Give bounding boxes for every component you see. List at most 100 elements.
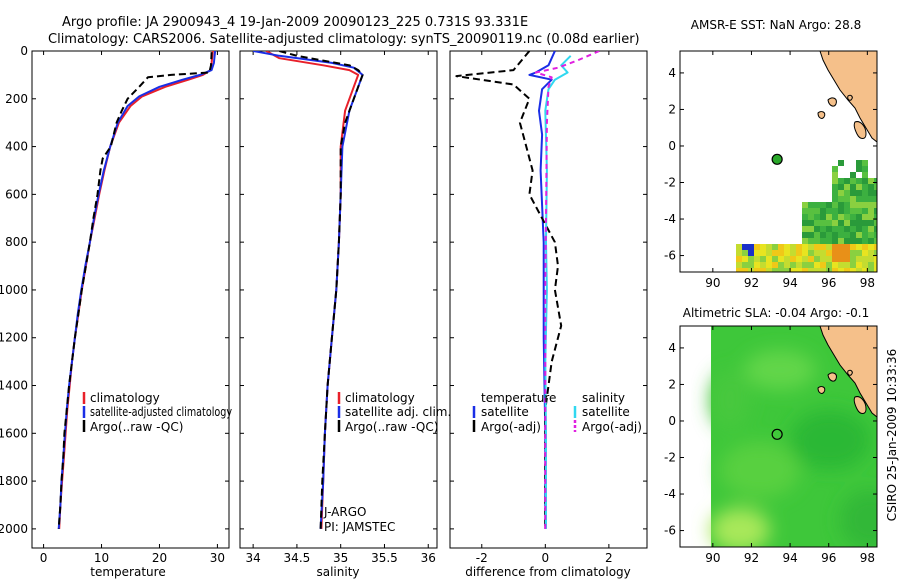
sst-cell	[760, 268, 766, 272]
sst-cell	[826, 256, 832, 262]
sst-cell	[868, 196, 874, 202]
sst-cell	[874, 250, 877, 256]
sst-cell	[862, 214, 868, 220]
sst-cell	[832, 244, 838, 250]
sst-cell	[874, 190, 877, 196]
difference-legend: temperature satellite Argo(-adj) salinit…	[472, 391, 642, 434]
land-island-4	[847, 94, 853, 101]
map-y-tick-label: 4	[668, 341, 676, 355]
series-line-argo-adj-temperature	[455, 51, 563, 529]
sst-cell	[796, 256, 802, 262]
map-x-tick-label: 92	[744, 551, 759, 565]
sst-cell	[784, 268, 790, 272]
x-tick-label: 0	[542, 551, 550, 565]
sst-cell	[820, 244, 826, 250]
sst-cell	[862, 256, 868, 262]
map-x-tick-label: 90	[705, 276, 720, 290]
sst-cell	[844, 184, 850, 190]
sst-cell	[838, 202, 844, 208]
sst-cell	[838, 238, 844, 244]
sst-cell	[844, 244, 850, 250]
sst-cell	[868, 202, 874, 208]
sst-cell	[856, 196, 862, 202]
sst-cell	[778, 244, 784, 250]
series-line-satellite-adj-clim	[252, 51, 364, 529]
sst-cell	[856, 208, 862, 214]
temperature-xlabel: temperature	[90, 565, 165, 579]
legend-label-argo: Argo(..raw -QC)	[90, 420, 183, 434]
sst-cell	[808, 214, 814, 220]
sst-cell	[826, 262, 832, 268]
x-tick-label: 35	[333, 551, 348, 565]
x-tick-label: 10	[94, 551, 109, 565]
sst-cell	[856, 178, 862, 184]
y-tick-label: 2000	[0, 522, 28, 536]
sst-cell	[868, 244, 874, 250]
sst-cell	[808, 226, 814, 232]
sst-cell	[856, 256, 862, 262]
sst-cell	[814, 214, 820, 220]
sst-cell	[802, 268, 808, 272]
sst-cell	[832, 238, 838, 244]
sst-cell	[772, 244, 778, 250]
sst-cell	[838, 214, 844, 220]
sst-cell	[802, 238, 808, 244]
sst-cell	[856, 238, 862, 244]
sst-cell	[856, 160, 862, 166]
sst-cell	[802, 208, 808, 214]
sst-cell	[820, 208, 826, 214]
sst-cell	[766, 250, 772, 256]
sst-cell	[808, 238, 814, 244]
sst-cell	[826, 250, 832, 256]
y-tick-label: 400	[5, 140, 28, 154]
sst-cell	[802, 256, 808, 262]
sst-cell	[754, 268, 760, 272]
sst-cell	[802, 202, 808, 208]
sst-cell	[832, 256, 838, 262]
sst-cell	[826, 220, 832, 226]
sst-cell	[784, 244, 790, 250]
sst-cell	[790, 250, 796, 256]
sst-cell	[766, 268, 772, 272]
sst-cell	[862, 244, 868, 250]
sst-cell	[874, 238, 877, 244]
sst-cell	[814, 262, 820, 268]
sst-cell	[832, 184, 838, 190]
temperature-profile-panel: 0 10 20 30 0 200 400 600 800 1000 1200 1400 1600 1800…	[0, 44, 230, 565]
sst-cell	[832, 250, 838, 256]
sst-cell	[820, 232, 826, 238]
x-tick-label: 34.5	[284, 551, 311, 565]
map-x-tick-label: 96	[821, 551, 836, 565]
sst-cell	[874, 244, 877, 250]
sst-cell	[850, 184, 856, 190]
x-tick-label: -2	[476, 551, 488, 565]
sst-cell	[754, 256, 760, 262]
difference-xlabel: difference from climatology	[465, 565, 631, 579]
legend-label-argo: Argo(..raw -QC)	[345, 420, 438, 434]
sst-cell	[754, 250, 760, 256]
sst-cell	[832, 262, 838, 268]
sst-cell	[844, 196, 850, 202]
sst-cell	[874, 202, 877, 208]
sst-cell	[844, 238, 850, 244]
sst-cell	[844, 190, 850, 196]
salinity-legend: climatology satellite adj. clim. Argo(..…	[337, 391, 451, 434]
sst-cell	[760, 256, 766, 262]
sst-cell	[772, 250, 778, 256]
salinity-profile-panel: 34 34.5 35 35.5 36	[239, 50, 438, 565]
sst-cell	[826, 202, 832, 208]
sst-cell	[820, 250, 826, 256]
sst-cell	[796, 262, 802, 268]
sst-cell	[814, 244, 820, 250]
sst-cell	[868, 268, 874, 272]
sst-cell	[832, 172, 838, 178]
sst-argo-location-marker	[771, 153, 783, 165]
sst-cell	[874, 226, 877, 232]
sst-cell	[850, 172, 856, 178]
salinity-plot-frame	[239, 50, 438, 549]
sst-cell	[850, 268, 856, 272]
sst-cell	[874, 268, 877, 272]
sst-cell	[862, 208, 868, 214]
map-y-tick-label: 4	[668, 66, 676, 80]
